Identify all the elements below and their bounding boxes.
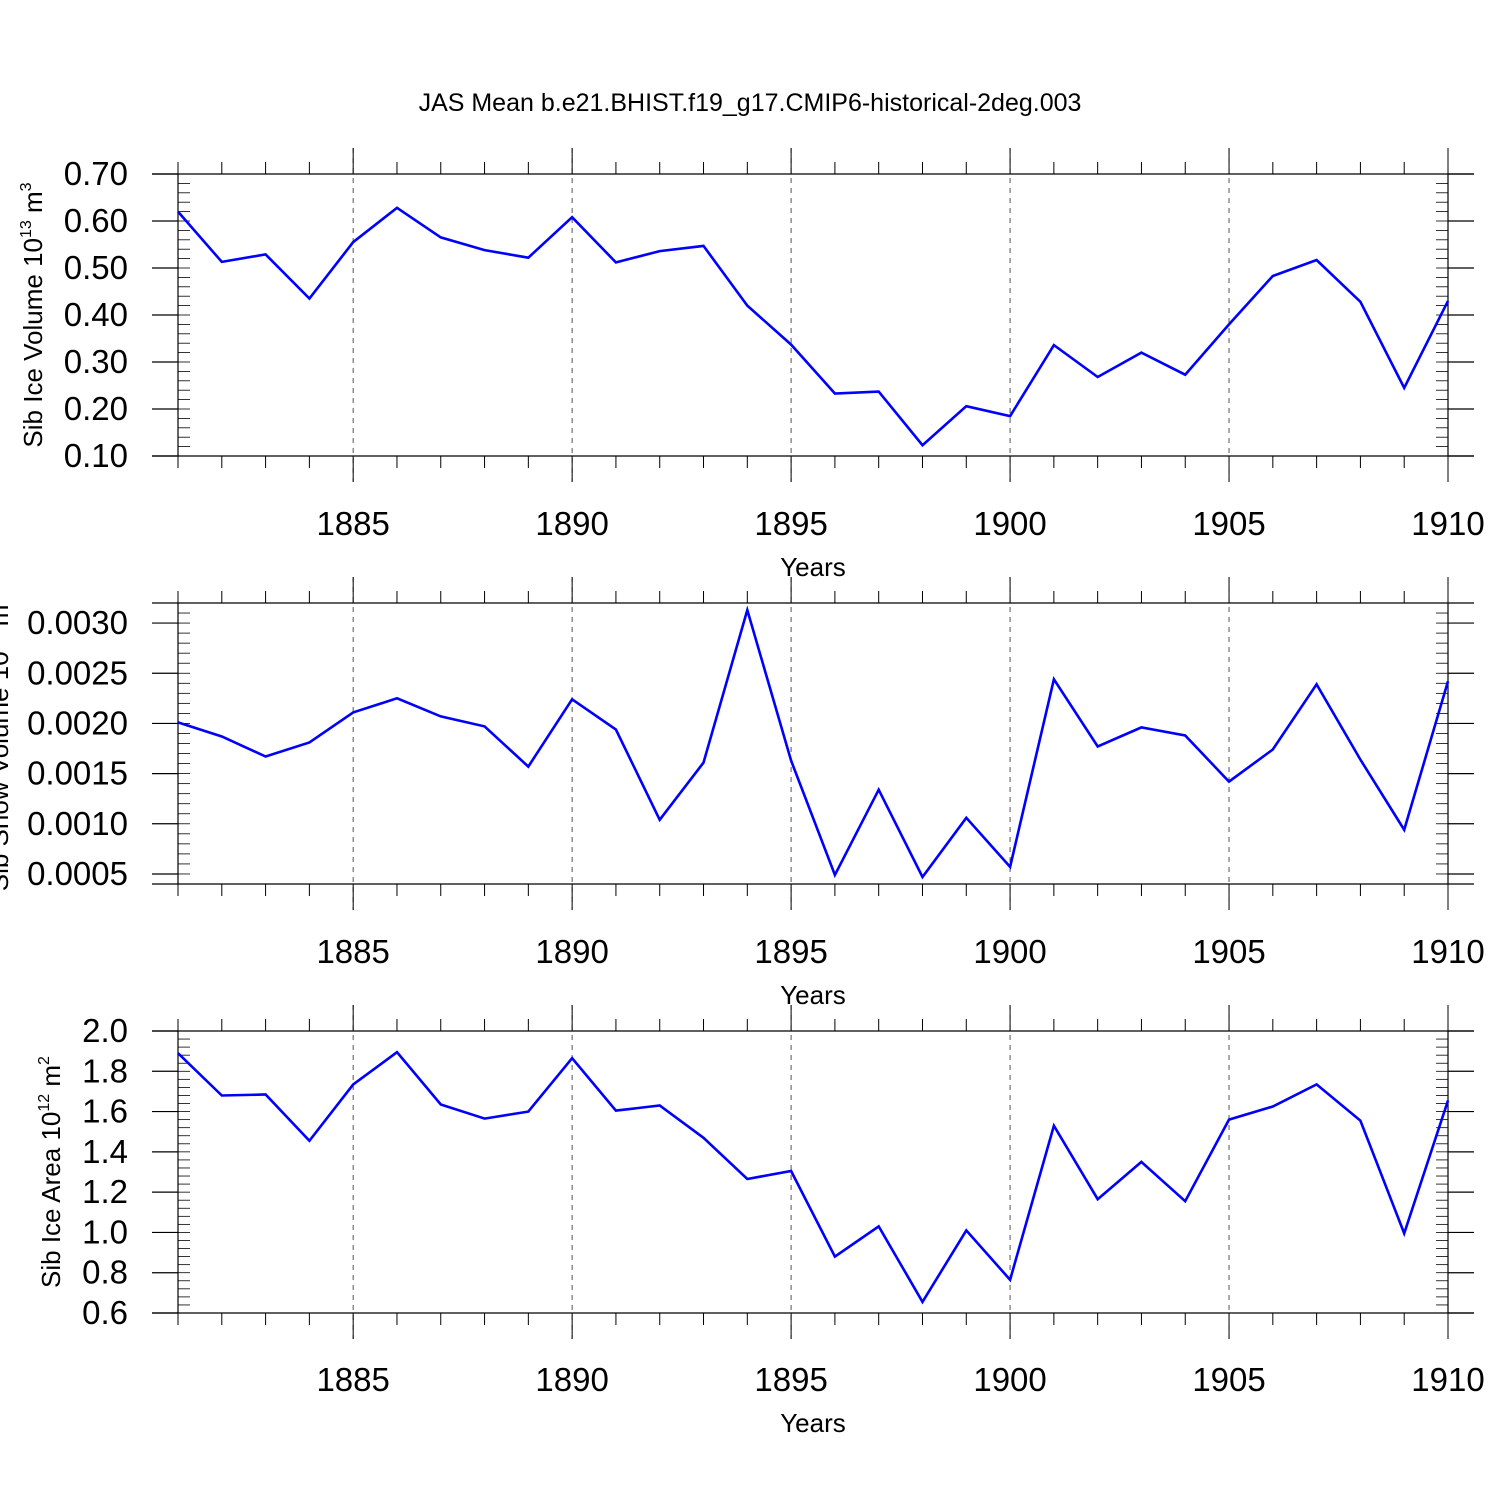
series-line	[177, 605, 1450, 880]
x-tick-label: 1895	[754, 1361, 827, 1398]
y-tick-label: 0.10	[64, 437, 128, 474]
y-tick-label: 1.8	[82, 1052, 128, 1089]
x-tick-label: 1905	[1192, 505, 1265, 542]
x-tick-label: 1890	[535, 933, 608, 970]
x-tick-label: 1895	[754, 505, 827, 542]
y-tick-label: 0.0005	[27, 855, 128, 892]
series-line	[177, 1050, 1450, 1305]
x-tick-label: 1890	[535, 505, 608, 542]
y-tick-label: 0.0020	[27, 704, 128, 741]
y-tick-label: 0.0015	[27, 755, 128, 792]
y-tick-label: 1.4	[82, 1133, 128, 1170]
y-tick-label: 0.8	[82, 1254, 128, 1291]
x-tick-label: 1900	[973, 505, 1046, 542]
y-tick-label: 0.0025	[27, 654, 128, 691]
chart-title: JAS Mean b.e21.BHIST.f19_g17.CMIP6-histo…	[419, 89, 1082, 117]
y-tick-label: 1.2	[82, 1173, 128, 1210]
x-tick-label: 1885	[316, 1361, 389, 1398]
y-axis-label: Sib Snow Volume 1013 m3	[0, 596, 14, 892]
x-tick-label: 1900	[973, 1361, 1046, 1398]
x-tick-label: 1890	[535, 1361, 608, 1398]
x-tick-label: 1885	[316, 933, 389, 970]
y-tick-label: 0.20	[64, 390, 128, 427]
y-axis-label: Sib Ice Area 1012 m2	[36, 1056, 66, 1288]
y-axis-label: Sib Ice Volume 1013 m3	[18, 182, 48, 447]
x-tick-label: 1910	[1411, 505, 1484, 542]
x-axis-label: Years	[780, 552, 846, 582]
series-line	[177, 206, 1450, 448]
x-tick-label: 1910	[1411, 1361, 1484, 1398]
x-tick-label: 1885	[316, 505, 389, 542]
y-tick-label: 0.50	[64, 249, 128, 286]
y-tick-label: 1.6	[82, 1093, 128, 1130]
x-axis-label: Years	[780, 980, 846, 1010]
chart-panel-2: 0.0005 0.0010 0.0015 0.0020 0.0025 0.0030 1885…	[0, 577, 1485, 1010]
x-tick-label: 1905	[1192, 1361, 1265, 1398]
y-tick-label: 2.0	[82, 1012, 128, 1049]
y-tick-label: 0.6	[82, 1294, 128, 1331]
y-tick-label: 0.0010	[27, 805, 128, 842]
y-tick-label: 0.60	[64, 202, 128, 239]
y-tick-label: 0.40	[64, 296, 128, 333]
chart-panel-1: 0.10 0.20 0.30 0.40 0.50 0.60 0.70 1885 1890 1895…	[18, 148, 1485, 582]
x-tick-label: 1910	[1411, 933, 1484, 970]
x-tick-label: 1905	[1192, 933, 1265, 970]
y-tick-label: 0.0030	[27, 604, 128, 641]
y-tick-label: 0.70	[64, 155, 128, 192]
x-axis-label: Years	[780, 1408, 846, 1438]
y-tick-label: 0.30	[64, 343, 128, 380]
chart-panel-3: 0.60.8 1.01.21.41.6 1.82.0 1885 1890 1895 1900…	[36, 1005, 1485, 1438]
y-tick-label: 1.0	[82, 1213, 128, 1250]
x-tick-label: 1900	[973, 933, 1046, 970]
x-tick-label: 1895	[754, 933, 827, 970]
